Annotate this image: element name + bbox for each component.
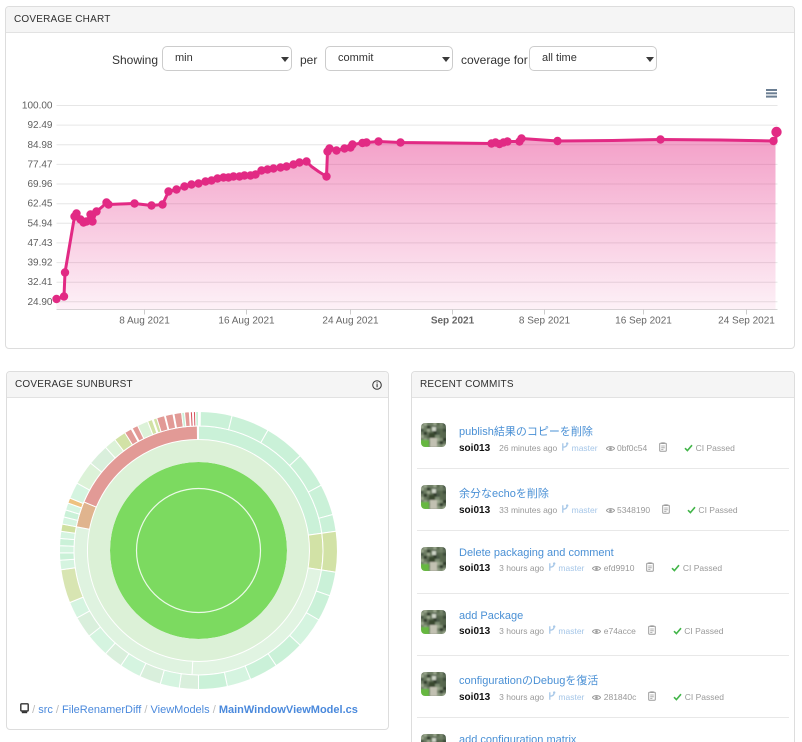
svg-text:24 Sep 2021: 24 Sep 2021 bbox=[718, 316, 775, 327]
svg-text:77.47: 77.47 bbox=[27, 159, 52, 170]
svg-text:92.49: 92.49 bbox=[27, 120, 52, 131]
svg-text:8 Aug 2021: 8 Aug 2021 bbox=[119, 316, 170, 327]
svg-text:84.98: 84.98 bbox=[27, 140, 52, 151]
svg-text:Sep 2021: Sep 2021 bbox=[431, 316, 475, 327]
svg-text:69.96: 69.96 bbox=[27, 179, 52, 190]
svg-text:47.43: 47.43 bbox=[27, 238, 52, 249]
svg-text:8 Sep 2021: 8 Sep 2021 bbox=[519, 316, 571, 327]
svg-text:32.41: 32.41 bbox=[27, 277, 52, 288]
svg-text:24 Aug 2021: 24 Aug 2021 bbox=[322, 316, 379, 327]
svg-text:24.90: 24.90 bbox=[27, 297, 52, 308]
svg-text:16 Aug 2021: 16 Aug 2021 bbox=[218, 316, 275, 327]
svg-text:100.00: 100.00 bbox=[22, 101, 53, 112]
svg-text:16 Sep 2021: 16 Sep 2021 bbox=[615, 316, 672, 327]
svg-text:54.94: 54.94 bbox=[27, 218, 52, 229]
svg-text:39.92: 39.92 bbox=[27, 258, 52, 269]
svg-text:62.45: 62.45 bbox=[27, 199, 52, 210]
